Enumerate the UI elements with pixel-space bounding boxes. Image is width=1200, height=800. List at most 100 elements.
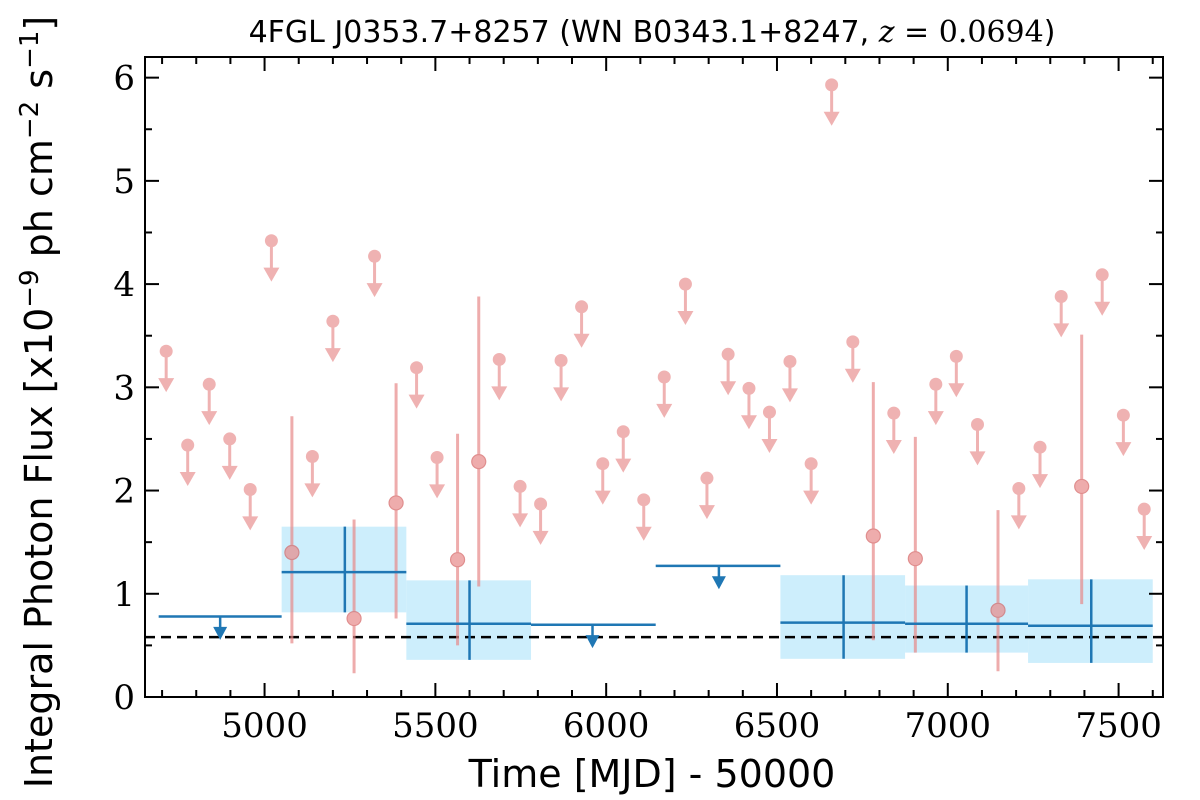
long-bin-ul-arrowhead	[213, 626, 228, 640]
short-bin-upper-limit	[158, 344, 175, 393]
short-bin-upper-limit	[221, 432, 238, 480]
upper-limit-arrowhead	[1053, 323, 1070, 338]
y-tick-label: 0	[113, 678, 135, 718]
short-bin-upper-limit	[823, 78, 840, 126]
long-bin-upper-limit	[655, 564, 781, 590]
upper-limit-arrowhead	[179, 472, 196, 487]
short-bin-detection	[990, 510, 1006, 672]
short-bin-detection	[284, 416, 300, 644]
detection-marker	[449, 552, 466, 568]
short-bin-upper-limit	[927, 377, 944, 426]
short-bin-detection	[449, 433, 466, 646]
upper-limit-arrowhead	[1010, 515, 1027, 530]
x-tick-label: 7500	[1075, 706, 1162, 746]
upper-limit-arrowhead	[615, 458, 632, 473]
short-bin-upper-limit	[698, 471, 715, 520]
upper-limit-arrowhead	[512, 513, 529, 528]
short-bin-upper-limit	[720, 347, 737, 396]
upper-limit-arrowhead	[242, 516, 259, 531]
upper-limit-arrowhead	[698, 505, 715, 520]
short-bin-upper-limit	[803, 457, 820, 505]
y-tick-label: 2	[113, 472, 135, 512]
upper-limit-arrowhead	[761, 439, 778, 453]
detection-marker	[388, 495, 404, 511]
x-axis-label: Time [MJD] - 50000	[468, 752, 836, 796]
short-bin-upper-limit	[740, 381, 757, 430]
chart-title: 4FGL J0353.7+8257 (WN B0343.1+8247, z = …	[249, 15, 1056, 50]
long-bin-detection	[1028, 579, 1153, 663]
short-bin-upper-limit	[844, 335, 861, 383]
long-bin-detection	[406, 580, 532, 660]
x-tick-label: 7000	[905, 706, 992, 746]
short-bin-detection	[865, 382, 881, 641]
short-bin-upper-limit	[553, 353, 570, 402]
upper-limit-arrowhead	[803, 490, 820, 505]
short-bin-upper-limit	[677, 277, 694, 325]
upper-limit-arrowhead	[532, 530, 549, 545]
x-tick-label: 6500	[734, 706, 821, 746]
upper-limit-arrowhead	[969, 451, 986, 466]
long-bin-detection	[780, 575, 906, 659]
detection-marker	[346, 610, 362, 627]
upper-limit-arrowhead	[781, 388, 798, 403]
upper-limit-arrowhead	[263, 267, 280, 282]
long-bin-error-bands	[281, 526, 1153, 663]
upper-limit-arrowhead	[1094, 301, 1111, 316]
upper-limit-arrowhead	[553, 387, 570, 402]
detection-marker	[990, 602, 1006, 618]
upper-limit-arrowhead	[635, 526, 652, 541]
upper-limit-arrowhead	[324, 348, 341, 363]
y-tick-label: 3	[113, 368, 135, 408]
short-bin-detection	[388, 383, 404, 619]
upper-limit-arrowhead	[594, 490, 611, 505]
upper-limit-arrowhead	[823, 111, 840, 126]
short-bin-upper-limit	[304, 449, 321, 498]
short-bin-upper-limit	[429, 451, 446, 499]
y-tick-label: 4	[113, 265, 135, 305]
short-bin-upper-limit	[594, 457, 611, 505]
upper-limit-arrowhead	[366, 283, 383, 298]
short-bin-upper-limit	[948, 349, 965, 398]
short-bin-detection	[1074, 334, 1090, 605]
detection-marker	[1074, 478, 1090, 495]
short-bin-upper-limit	[1010, 481, 1027, 530]
upper-limit-arrowhead	[677, 311, 694, 325]
short-bin-upper-limit	[615, 425, 632, 473]
long-bin-ul-arrowhead	[711, 576, 726, 590]
upper-limit-arrowhead	[1032, 474, 1049, 489]
short-bin-upper-limit	[885, 406, 902, 455]
y-tick-label: 5	[113, 162, 135, 202]
upper-limit-arrowhead	[720, 381, 737, 396]
short-bin-upper-limit	[781, 355, 798, 403]
upper-limit-arrowhead	[573, 333, 590, 348]
short-bin-upper-limit	[1136, 502, 1153, 551]
short-bin-upper-limit	[366, 249, 383, 298]
short-bin-upper-limit	[1053, 289, 1070, 338]
detection-marker	[907, 551, 923, 567]
short-bin-upper-limit	[408, 361, 425, 409]
upper-limit-arrowhead	[927, 411, 944, 426]
upper-limit-arrowhead	[201, 411, 218, 426]
long-bin-ul-arrowhead	[585, 635, 600, 649]
plot-frame	[144, 56, 1164, 698]
short-bin-upper-limit	[573, 300, 590, 348]
upper-limit-arrowhead	[844, 368, 861, 383]
upper-limit-arrowhead	[948, 383, 965, 398]
short-bin-upper-limit	[242, 483, 259, 531]
short-bin-upper-limit	[179, 438, 196, 487]
detection-marker	[471, 454, 487, 470]
upper-limit-arrowhead	[1136, 536, 1153, 551]
detection-marker	[865, 528, 881, 544]
long-bin-upper-limit	[158, 615, 282, 640]
short-bin-upper-limit	[1115, 408, 1132, 457]
short-bin-upper-limit	[512, 479, 529, 528]
short-bin-detection	[346, 519, 362, 674]
long-bin-upper-limit	[531, 623, 656, 649]
short-bin-upper-limit	[656, 370, 673, 418]
short-bin-upper-limit	[761, 405, 778, 453]
short-bin-series	[158, 78, 1153, 674]
short-bin-upper-limit	[969, 417, 986, 466]
short-bin-upper-limit	[201, 377, 218, 426]
x-tick-label: 6000	[563, 706, 650, 746]
